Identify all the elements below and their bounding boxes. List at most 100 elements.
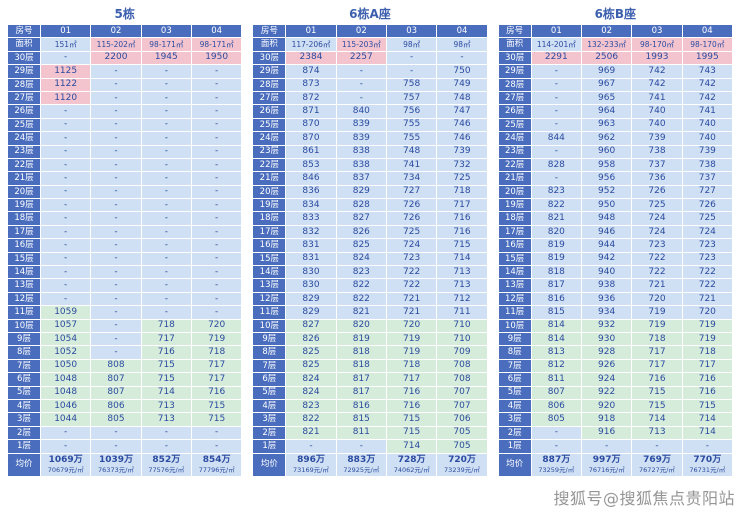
room-number-header: 02 [90, 23, 142, 39]
avg-price-cell: 854万 77796元/㎡ [190, 452, 243, 477]
price-cell: 958 [580, 157, 633, 173]
price-cell: 813 [530, 345, 582, 360]
price-cell: - [190, 291, 243, 307]
price-cell: - [39, 144, 92, 159]
price-cell: - [39, 131, 92, 146]
price-cell: 820 [530, 224, 582, 240]
price-cell: 718 [631, 331, 683, 347]
floor-label: 30层 [252, 50, 287, 66]
room-number-header: 03 [140, 23, 192, 39]
price-cell: - [90, 157, 142, 173]
area-cell: 98㎡ [385, 37, 438, 52]
price-cell: - [39, 439, 92, 454]
price-cell: 823 [285, 398, 337, 414]
price-cell: - [140, 171, 192, 186]
price-cell: - [140, 251, 192, 267]
area-row-label: 面积 [497, 37, 532, 52]
area-cell: 98-170㎡ [681, 37, 733, 52]
section-title: 6栋B座 [594, 7, 637, 21]
floor-label: 25层 [7, 117, 41, 133]
floor-label: 8层 [497, 345, 532, 360]
price-cell: - [190, 104, 243, 119]
price-cell: 815 [530, 305, 582, 320]
floor-label: 24层 [7, 131, 41, 146]
price-cell: 722 [631, 265, 683, 280]
price-cell: 714 [681, 412, 733, 427]
price-cell: - [190, 184, 243, 200]
price-cell: - [580, 439, 633, 454]
floor-label: 12层 [252, 291, 287, 307]
floor-label: 14层 [7, 265, 41, 280]
price-cell: 749 [436, 77, 488, 92]
floor-label: 1层 [7, 439, 41, 454]
price-cell: 714 [385, 439, 438, 454]
price-cell: 715 [385, 425, 438, 441]
price-cell: 716 [436, 211, 488, 226]
price-cell: - [140, 77, 192, 92]
floor-label: 7层 [497, 358, 532, 374]
floor-label: 22层 [252, 157, 287, 173]
floor-label: 15层 [252, 251, 287, 267]
price-cell: 719 [681, 318, 733, 333]
avg-price-cell: 887万 73259元/㎡ [530, 452, 582, 477]
floor-label: 24层 [252, 131, 287, 146]
area-cell: 115-203㎡ [335, 37, 387, 52]
price-cell: 825 [285, 345, 337, 360]
floor-label: 12层 [7, 291, 41, 307]
price-cell: 725 [681, 211, 733, 226]
price-cell: 963 [580, 117, 633, 133]
price-cell: - [39, 184, 92, 200]
price-cell: 838 [335, 157, 387, 173]
price-cell: 715 [140, 372, 192, 387]
price-cell: - [140, 117, 192, 133]
price-cell: 707 [436, 398, 488, 414]
price-cell: - [140, 131, 192, 146]
floor-label: 26层 [252, 104, 287, 119]
price-cell: 808 [90, 358, 142, 374]
price-cell: 1057 [39, 318, 92, 333]
price-cell: 734 [385, 171, 438, 186]
price-cell: 870 [285, 131, 337, 146]
price-cell: 829 [335, 184, 387, 200]
price-cell: - [530, 425, 582, 441]
price-cell: 719 [631, 305, 683, 320]
price-cell: 1122 [39, 77, 92, 92]
price-cell: 750 [436, 64, 488, 79]
price-cell: 741 [385, 157, 438, 173]
price-cell: 828 [530, 157, 582, 173]
price-cell: - [530, 90, 582, 106]
price-cell: 962 [580, 131, 633, 146]
floor-label: 22层 [7, 157, 41, 173]
price-cell: 956 [580, 171, 633, 186]
price-cell: 853 [285, 157, 337, 173]
price-cell: 737 [681, 171, 733, 186]
price-cell: - [39, 265, 92, 280]
price-cell: - [530, 144, 582, 159]
price-cell: 821 [335, 305, 387, 320]
price-cell: 936 [580, 291, 633, 307]
price-cell: 726 [681, 198, 733, 213]
price-cell: 837 [335, 171, 387, 186]
price-cell: 1050 [39, 358, 92, 374]
price-cell: 757 [385, 90, 438, 106]
price-cell: 716 [631, 372, 683, 387]
price-cell: - [39, 157, 92, 173]
floor-label: 10层 [252, 318, 287, 333]
price-cell: - [39, 251, 92, 267]
price-cell: 870 [285, 117, 337, 133]
price-cell: 826 [285, 331, 337, 347]
price-cell: 718 [140, 318, 192, 333]
price-cell: 948 [580, 211, 633, 226]
area-cell: 114-201㎡ [530, 37, 582, 52]
floor-label: 10层 [7, 318, 41, 333]
price-cell: 1054 [39, 331, 92, 347]
price-cell: 725 [631, 198, 683, 213]
price-cell: 826 [335, 224, 387, 240]
price-cell: 861 [285, 144, 337, 159]
price-cell: 924 [580, 372, 633, 387]
price-cell: - [190, 224, 243, 240]
price-cell: - [90, 77, 142, 92]
price-cell: 742 [631, 77, 683, 92]
floor-label: 9层 [7, 331, 41, 347]
price-cell: 737 [631, 157, 683, 173]
